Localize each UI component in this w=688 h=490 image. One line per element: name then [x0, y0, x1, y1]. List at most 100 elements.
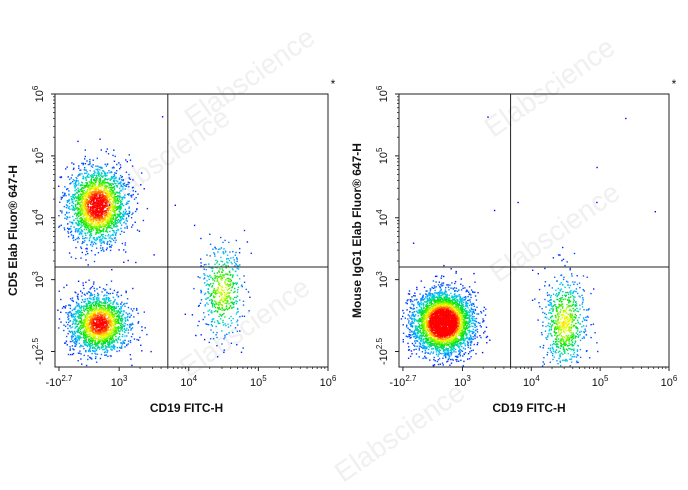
data-point [110, 206, 112, 209]
data-point [74, 307, 76, 309]
data-point [61, 307, 64, 309]
data-point [233, 303, 235, 306]
data-point [93, 312, 96, 314]
data-point [234, 327, 237, 329]
data-point [116, 180, 118, 182]
data-point [93, 315, 96, 317]
data-point [64, 325, 67, 328]
data-point [83, 330, 85, 332]
data-point [87, 163, 90, 166]
data-point [100, 347, 103, 349]
data-point [92, 301, 94, 303]
data-point [121, 212, 123, 215]
data-point [111, 219, 113, 221]
data-point [78, 317, 80, 319]
data-point [80, 353, 82, 355]
data-point [124, 319, 127, 322]
data-point [85, 201, 88, 204]
data-point [110, 193, 112, 195]
data-point [77, 228, 80, 231]
data-point [118, 195, 120, 197]
dot-layer [400, 116, 656, 367]
data-point [78, 307, 81, 309]
data-point [116, 213, 118, 216]
data-point [107, 317, 110, 319]
data-point [86, 325, 88, 327]
data-point [112, 214, 114, 216]
data-point [136, 208, 138, 211]
data-point [97, 316, 99, 318]
data-point [223, 276, 225, 278]
data-point [98, 341, 100, 343]
data-point [136, 208, 138, 210]
data-point [81, 314, 83, 316]
data-point [216, 279, 219, 281]
data-point [85, 223, 87, 225]
data-point [98, 166, 100, 168]
data-point [136, 307, 138, 310]
data-point [112, 329, 114, 331]
data-point [114, 321, 116, 323]
data-point [86, 208, 89, 210]
data-point [98, 217, 101, 219]
data-point [105, 230, 107, 232]
data-point [76, 219, 79, 222]
data-point [105, 332, 108, 334]
data-point [131, 364, 133, 367]
data-point [243, 315, 246, 317]
data-point [102, 298, 104, 300]
data-point [98, 195, 101, 197]
data-point [89, 334, 91, 336]
data-point [124, 185, 126, 187]
data-point [85, 198, 87, 200]
data-point [110, 198, 112, 201]
data-point [112, 303, 114, 305]
data-point [113, 231, 115, 234]
data-point [93, 314, 96, 316]
data-point [235, 251, 237, 254]
data-point [116, 216, 119, 218]
data-point [108, 303, 110, 305]
data-point [221, 293, 223, 295]
data-point [104, 198, 106, 201]
data-point [93, 194, 95, 196]
data-point [107, 221, 110, 223]
data-point [82, 162, 85, 165]
data-point [94, 184, 96, 187]
data-point [113, 324, 115, 327]
data-point [205, 269, 207, 271]
data-point [95, 308, 97, 310]
data-point [81, 225, 83, 227]
data-point [72, 181, 74, 183]
data-point [115, 239, 117, 241]
data-point [86, 226, 89, 228]
data-point [107, 240, 109, 243]
data-point [70, 234, 73, 236]
data-point [220, 265, 223, 267]
data-point [218, 295, 221, 298]
data-point [89, 160, 91, 163]
data-point [230, 261, 232, 264]
data-point [211, 299, 214, 301]
data-point [116, 225, 119, 227]
data-point [73, 198, 76, 200]
data-point [112, 154, 114, 157]
data-point [101, 186, 104, 188]
data-point [79, 206, 81, 208]
data-point [132, 212, 134, 214]
data-point [88, 349, 90, 352]
data-point [121, 343, 124, 345]
data-point [114, 299, 116, 301]
data-point [462, 311, 465, 313]
data-point [110, 218, 112, 221]
data-point [96, 320, 98, 322]
data-point [85, 228, 88, 231]
data-point [86, 320, 89, 323]
data-point [220, 247, 223, 249]
data-point [77, 280, 80, 282]
data-point [206, 254, 208, 256]
data-point [80, 226, 82, 228]
data-point [88, 220, 90, 222]
data-point [77, 201, 79, 203]
data-point [83, 340, 85, 342]
